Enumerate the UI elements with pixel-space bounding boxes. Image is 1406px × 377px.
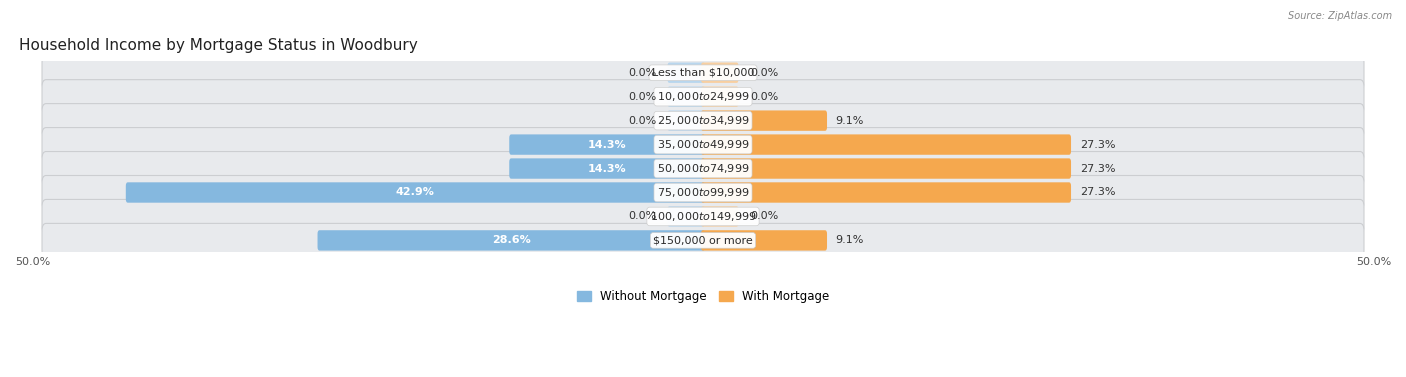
- Text: 0.0%: 0.0%: [628, 211, 657, 221]
- Text: 9.1%: 9.1%: [835, 116, 865, 126]
- FancyBboxPatch shape: [668, 110, 704, 131]
- FancyBboxPatch shape: [702, 206, 738, 227]
- Text: 28.6%: 28.6%: [492, 235, 530, 245]
- FancyBboxPatch shape: [509, 134, 704, 155]
- Text: 0.0%: 0.0%: [628, 68, 657, 78]
- Legend: Without Mortgage, With Mortgage: Without Mortgage, With Mortgage: [572, 285, 834, 308]
- FancyBboxPatch shape: [509, 158, 704, 179]
- FancyBboxPatch shape: [702, 158, 1071, 179]
- Text: 27.3%: 27.3%: [1080, 164, 1115, 173]
- FancyBboxPatch shape: [702, 86, 738, 107]
- Text: 27.3%: 27.3%: [1080, 187, 1115, 198]
- FancyBboxPatch shape: [702, 134, 1071, 155]
- Text: $75,000 to $99,999: $75,000 to $99,999: [657, 186, 749, 199]
- Text: Less than $10,000: Less than $10,000: [652, 68, 754, 78]
- Text: $50,000 to $74,999: $50,000 to $74,999: [657, 162, 749, 175]
- FancyBboxPatch shape: [42, 104, 1364, 138]
- Text: 0.0%: 0.0%: [749, 211, 778, 221]
- Text: 27.3%: 27.3%: [1080, 139, 1115, 150]
- Text: $25,000 to $34,999: $25,000 to $34,999: [657, 114, 749, 127]
- Text: Household Income by Mortgage Status in Woodbury: Household Income by Mortgage Status in W…: [20, 38, 418, 53]
- FancyBboxPatch shape: [42, 127, 1364, 162]
- Text: $10,000 to $24,999: $10,000 to $24,999: [657, 90, 749, 103]
- FancyBboxPatch shape: [42, 224, 1364, 257]
- Text: 42.9%: 42.9%: [396, 187, 434, 198]
- Text: 14.3%: 14.3%: [588, 139, 627, 150]
- Text: $100,000 to $149,999: $100,000 to $149,999: [650, 210, 756, 223]
- FancyBboxPatch shape: [42, 80, 1364, 114]
- FancyBboxPatch shape: [702, 182, 1071, 203]
- FancyBboxPatch shape: [42, 199, 1364, 233]
- FancyBboxPatch shape: [125, 182, 704, 203]
- FancyBboxPatch shape: [318, 230, 704, 251]
- Text: 0.0%: 0.0%: [749, 68, 778, 78]
- Text: 0.0%: 0.0%: [628, 116, 657, 126]
- Text: $35,000 to $49,999: $35,000 to $49,999: [657, 138, 749, 151]
- Text: 0.0%: 0.0%: [749, 92, 778, 102]
- FancyBboxPatch shape: [42, 56, 1364, 90]
- Text: $150,000 or more: $150,000 or more: [654, 235, 752, 245]
- FancyBboxPatch shape: [42, 175, 1364, 210]
- Text: 0.0%: 0.0%: [628, 92, 657, 102]
- FancyBboxPatch shape: [702, 230, 827, 251]
- Text: 14.3%: 14.3%: [588, 164, 627, 173]
- FancyBboxPatch shape: [668, 206, 704, 227]
- FancyBboxPatch shape: [668, 63, 704, 83]
- FancyBboxPatch shape: [42, 152, 1364, 185]
- Text: 9.1%: 9.1%: [835, 235, 865, 245]
- FancyBboxPatch shape: [702, 110, 827, 131]
- FancyBboxPatch shape: [668, 86, 704, 107]
- FancyBboxPatch shape: [702, 63, 738, 83]
- Text: Source: ZipAtlas.com: Source: ZipAtlas.com: [1288, 11, 1392, 21]
